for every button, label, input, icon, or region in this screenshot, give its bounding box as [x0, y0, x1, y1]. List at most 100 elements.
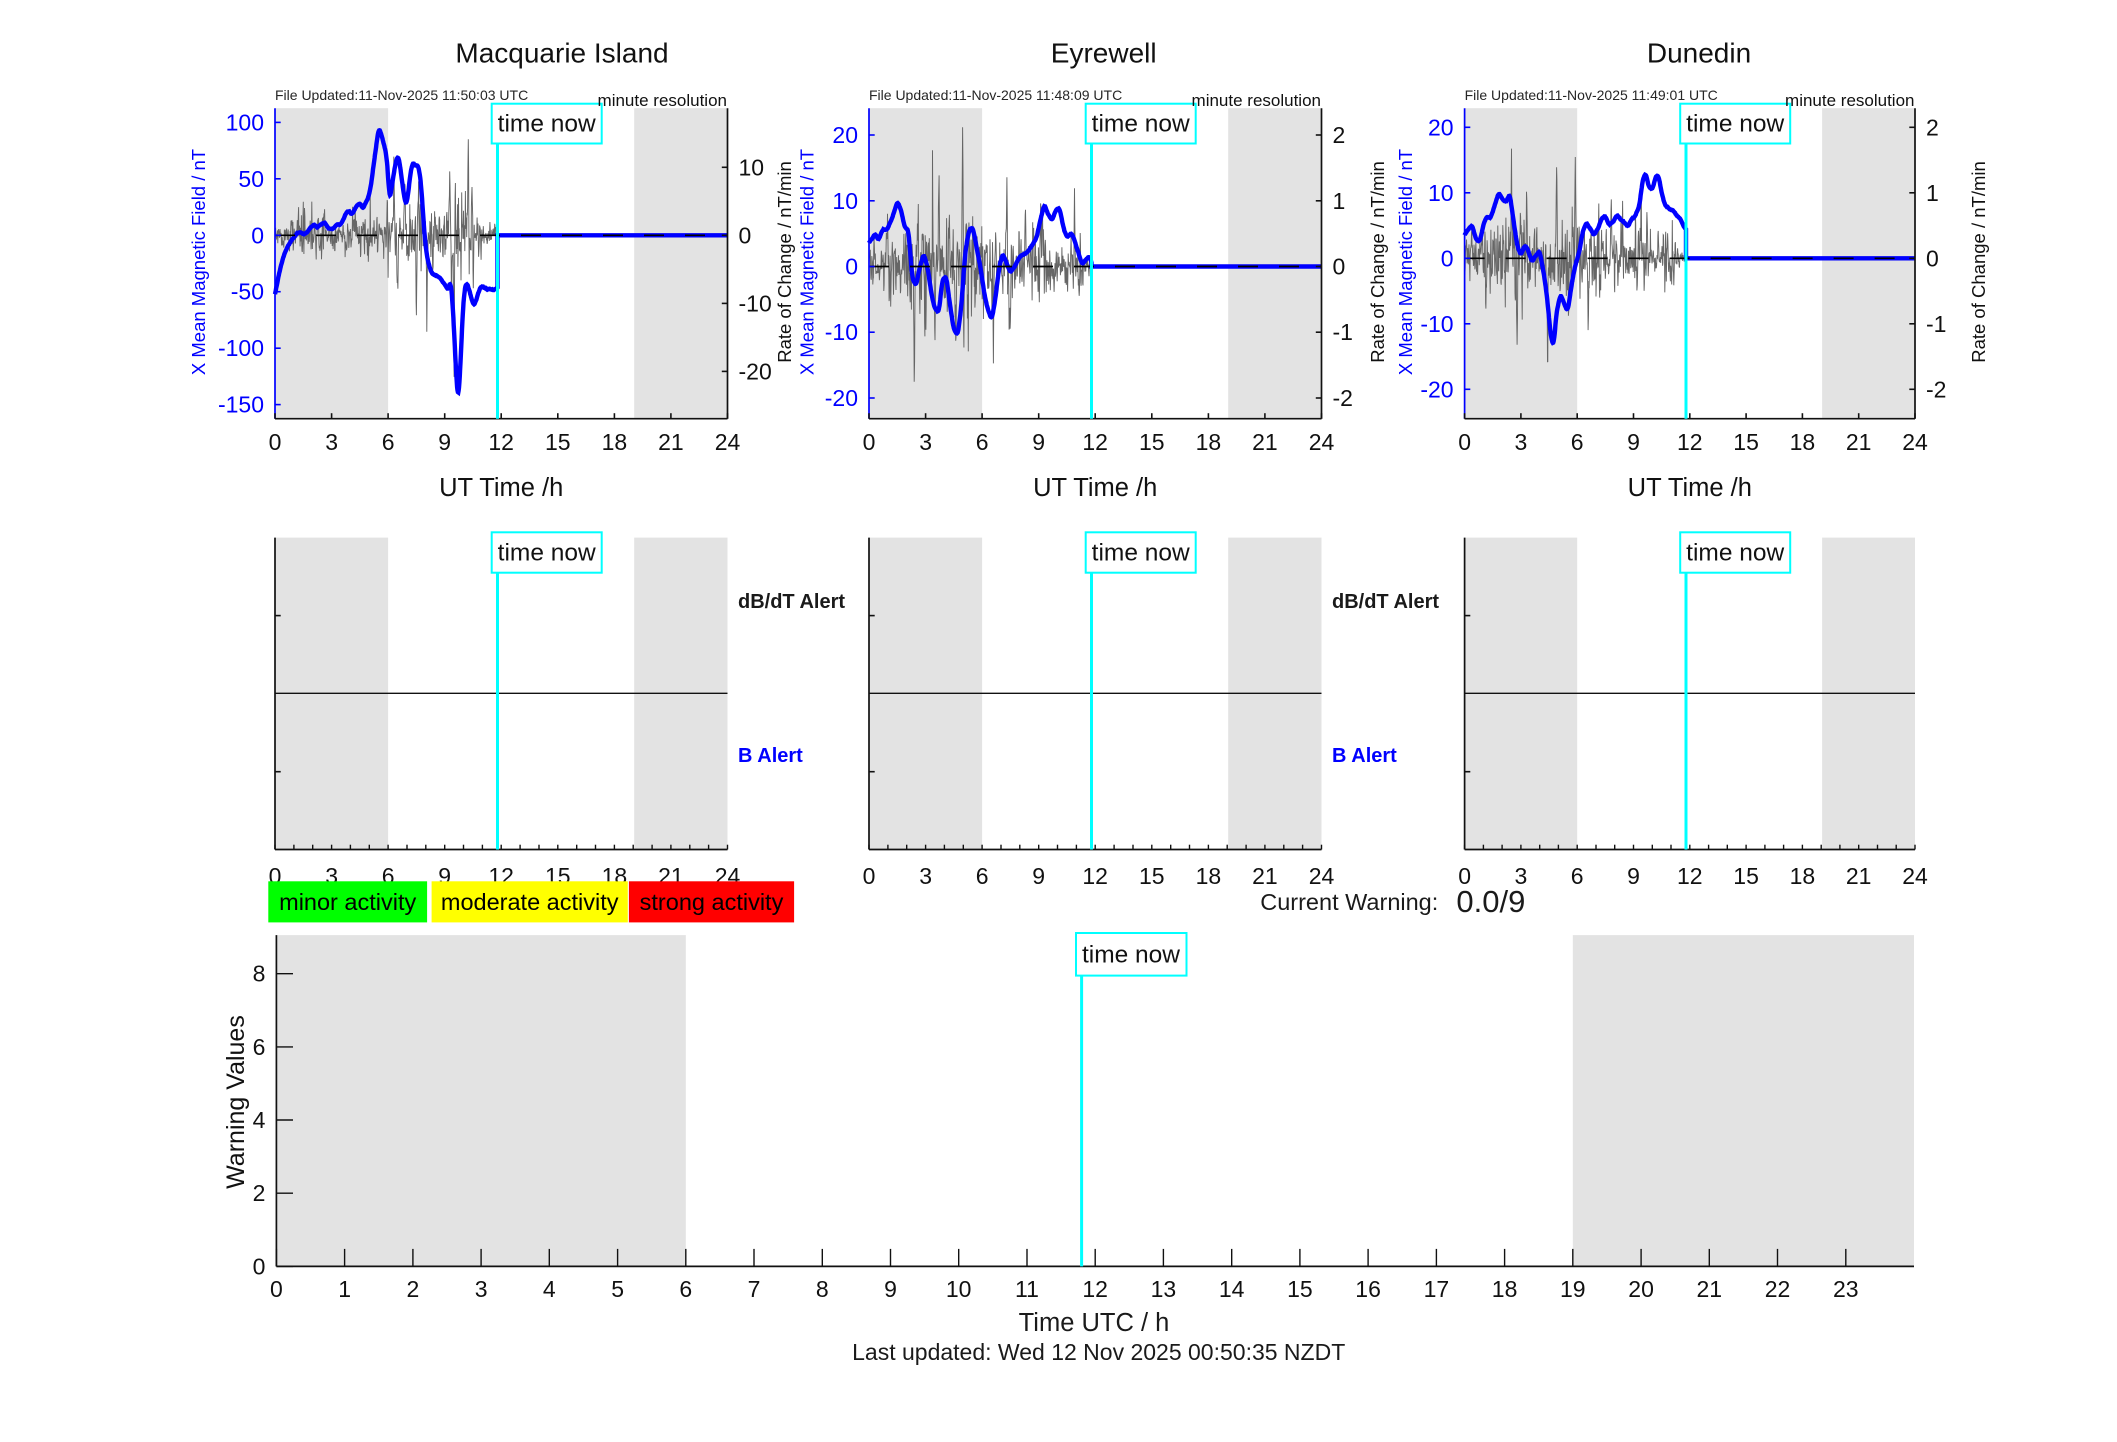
svg-text:-2: -2 — [1333, 385, 1353, 411]
svg-text:0: 0 — [863, 429, 876, 455]
svg-text:19: 19 — [1560, 1276, 1586, 1302]
svg-text:UT Time /h: UT Time /h — [439, 474, 563, 502]
svg-text:-20: -20 — [739, 358, 772, 384]
svg-text:0: 0 — [253, 1253, 266, 1279]
svg-text:moderate activity: moderate activity — [441, 889, 619, 915]
svg-text:12: 12 — [1082, 1276, 1108, 1302]
svg-text:21: 21 — [1846, 429, 1872, 455]
svg-text:6: 6 — [382, 429, 395, 455]
svg-text:0: 0 — [251, 222, 264, 248]
svg-text:1: 1 — [1333, 188, 1346, 214]
svg-text:3: 3 — [1515, 429, 1528, 455]
svg-text:time now: time now — [1082, 942, 1180, 969]
svg-text:9: 9 — [1032, 429, 1045, 455]
svg-text:10: 10 — [946, 1276, 972, 1302]
svg-text:21: 21 — [1846, 863, 1872, 889]
svg-text:10: 10 — [1428, 180, 1454, 206]
svg-text:0: 0 — [1333, 254, 1346, 280]
svg-text:Rate of Change / nT/min: Rate of Change / nT/min — [1968, 161, 1989, 363]
svg-text:minute resolution: minute resolution — [1192, 91, 1321, 110]
svg-text:5: 5 — [611, 1276, 624, 1302]
svg-text:20: 20 — [832, 122, 858, 148]
svg-text:15: 15 — [545, 429, 571, 455]
svg-text:-20: -20 — [1420, 376, 1453, 402]
svg-text:15: 15 — [1733, 863, 1759, 889]
svg-text:0: 0 — [1458, 863, 1471, 889]
svg-text:dB/dT Alert: dB/dT Alert — [738, 591, 845, 613]
svg-text:dB/dT Alert: dB/dT Alert — [1332, 591, 1439, 613]
svg-text:File Updated:11-Nov-2025 11:50: File Updated:11-Nov-2025 11:50:03 UTC — [275, 87, 528, 103]
svg-text:7: 7 — [748, 1276, 761, 1302]
svg-text:0: 0 — [863, 863, 876, 889]
svg-text:18: 18 — [1196, 429, 1222, 455]
svg-text:6: 6 — [253, 1034, 266, 1060]
svg-text:-50: -50 — [231, 279, 264, 305]
svg-text:12: 12 — [1082, 863, 1108, 889]
svg-text:File Updated:11-Nov-2025 11:48: File Updated:11-Nov-2025 11:48:09 UTC — [869, 87, 1122, 103]
svg-text:X Mean Magnetic Field / nT: X Mean Magnetic Field / nT — [797, 149, 818, 375]
svg-text:12: 12 — [1677, 429, 1703, 455]
svg-text:22: 22 — [1765, 1276, 1791, 1302]
svg-text:18: 18 — [1790, 429, 1816, 455]
svg-text:Rate of Change / nT/min: Rate of Change / nT/min — [1367, 161, 1388, 363]
svg-text:0: 0 — [1458, 429, 1471, 455]
svg-text:B Alert: B Alert — [1332, 745, 1397, 767]
svg-text:6: 6 — [1571, 863, 1584, 889]
svg-text:6: 6 — [1571, 429, 1584, 455]
svg-text:0: 0 — [1926, 245, 1939, 271]
svg-text:6: 6 — [679, 1276, 692, 1302]
svg-text:-10: -10 — [825, 319, 858, 345]
svg-text:0: 0 — [739, 222, 752, 248]
svg-text:0: 0 — [1441, 245, 1454, 271]
svg-text:24: 24 — [1309, 863, 1335, 889]
svg-text:Macquarie Island: Macquarie Island — [455, 38, 668, 69]
svg-text:1: 1 — [1926, 180, 1939, 206]
svg-text:Time UTC / h: Time UTC / h — [1019, 1309, 1170, 1337]
svg-text:12: 12 — [1677, 863, 1703, 889]
svg-text:time now: time now — [1686, 111, 1784, 138]
svg-text:9: 9 — [1627, 429, 1640, 455]
svg-text:3: 3 — [325, 429, 338, 455]
svg-text:0: 0 — [845, 254, 858, 280]
svg-text:24: 24 — [1309, 429, 1335, 455]
svg-text:16: 16 — [1355, 1276, 1381, 1302]
svg-text:-1: -1 — [1333, 319, 1353, 345]
svg-text:time now: time now — [1686, 540, 1784, 567]
svg-text:9: 9 — [884, 1276, 897, 1302]
svg-text:12: 12 — [488, 429, 514, 455]
svg-text:-150: -150 — [218, 392, 264, 418]
svg-text:9: 9 — [1032, 863, 1045, 889]
svg-text:21: 21 — [658, 429, 684, 455]
svg-text:minute resolution: minute resolution — [1785, 91, 1914, 110]
svg-text:10: 10 — [739, 154, 765, 180]
svg-text:21: 21 — [1252, 429, 1278, 455]
svg-text:0.0/9: 0.0/9 — [1456, 884, 1525, 919]
svg-text:17: 17 — [1424, 1276, 1450, 1302]
svg-text:15: 15 — [1139, 863, 1165, 889]
svg-text:18: 18 — [1492, 1276, 1518, 1302]
svg-text:23: 23 — [1833, 1276, 1859, 1302]
svg-text:0: 0 — [270, 1276, 283, 1302]
svg-text:9: 9 — [438, 429, 451, 455]
svg-text:20: 20 — [1428, 114, 1454, 140]
svg-text:21: 21 — [1252, 863, 1278, 889]
svg-text:Eyrewell: Eyrewell — [1051, 38, 1157, 69]
svg-text:11: 11 — [1015, 1276, 1039, 1302]
svg-text:6: 6 — [976, 863, 989, 889]
svg-text:time now: time now — [498, 111, 596, 138]
svg-text:Rate of Change / nT/min: Rate of Change / nT/min — [774, 161, 795, 363]
svg-text:15: 15 — [1287, 1276, 1313, 1302]
svg-text:18: 18 — [602, 429, 628, 455]
svg-text:minute resolution: minute resolution — [598, 91, 727, 110]
svg-text:4: 4 — [253, 1107, 266, 1133]
svg-text:1: 1 — [338, 1276, 351, 1302]
svg-text:3: 3 — [919, 863, 932, 889]
svg-text:24: 24 — [715, 429, 741, 455]
svg-text:15: 15 — [1139, 429, 1165, 455]
svg-text:X Mean Magnetic Field / nT: X Mean Magnetic Field / nT — [188, 149, 209, 375]
svg-text:18: 18 — [1790, 863, 1816, 889]
svg-text:2: 2 — [253, 1180, 266, 1206]
svg-text:20: 20 — [1628, 1276, 1654, 1302]
svg-text:13: 13 — [1151, 1276, 1177, 1302]
svg-text:B Alert: B Alert — [738, 745, 803, 767]
